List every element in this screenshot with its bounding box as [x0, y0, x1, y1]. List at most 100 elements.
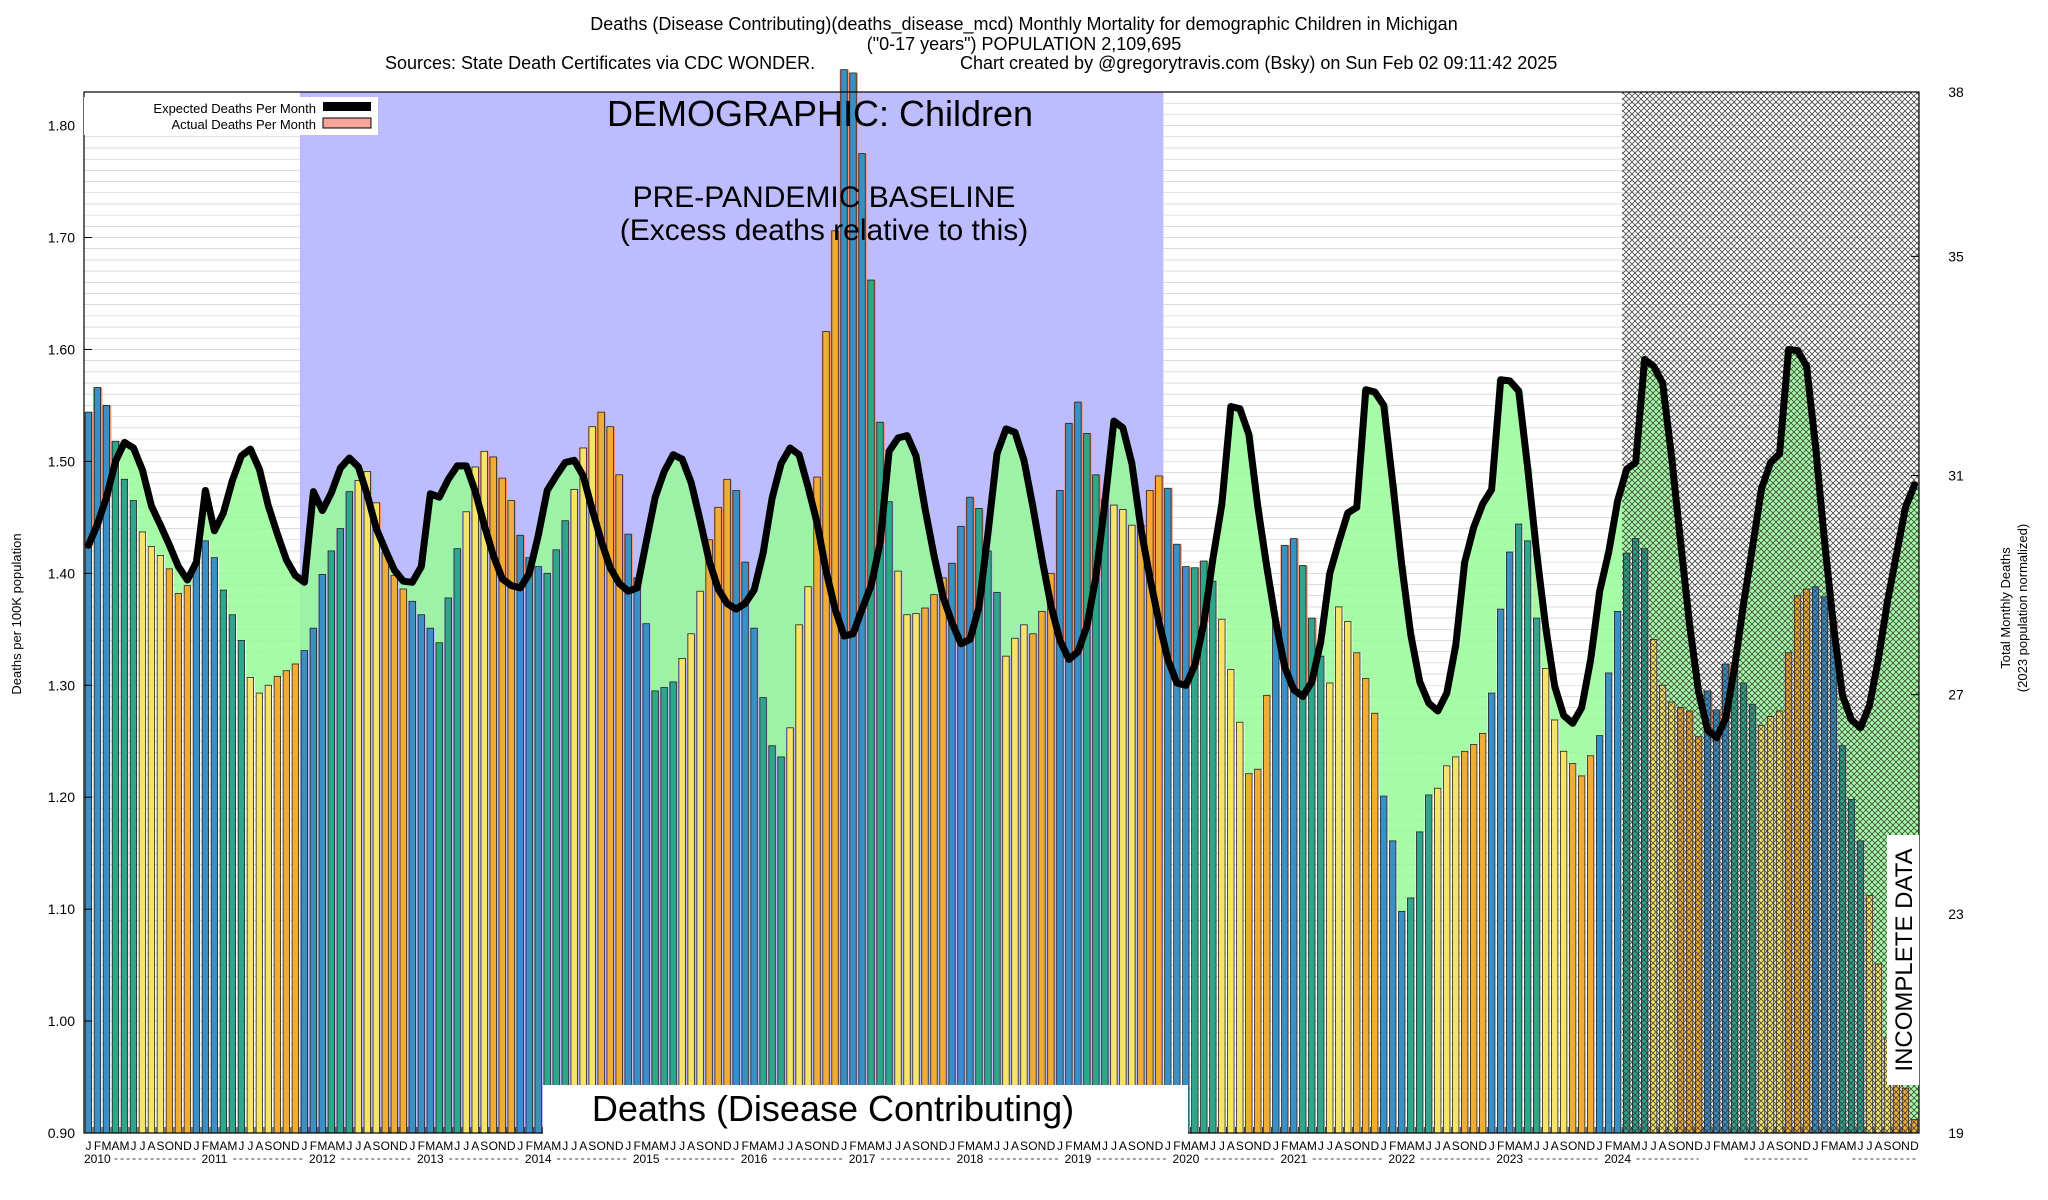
- month-label: J: [1489, 1139, 1495, 1153]
- month-label: A: [435, 1139, 443, 1153]
- month-label: M: [749, 1139, 759, 1153]
- actual-bar: [507, 500, 515, 1134]
- month-label: M: [1181, 1139, 1191, 1153]
- actual-bar: [579, 447, 587, 1134]
- deficit-area: [1244, 434, 1254, 774]
- actual-bar: [966, 496, 974, 1134]
- deficit-area: [299, 582, 310, 651]
- deficit-area: [1613, 500, 1623, 612]
- month-label: J: [1111, 1139, 1117, 1153]
- month-label: S: [1236, 1139, 1244, 1153]
- deficit-area: [992, 453, 1002, 593]
- actual-bar: [984, 550, 992, 1134]
- month-label: J: [1705, 1139, 1711, 1153]
- deficit-area: [911, 455, 921, 614]
- month-label: D: [399, 1139, 408, 1153]
- deficit-area: [1559, 715, 1569, 752]
- month-label: J: [247, 1139, 253, 1153]
- month-label: M: [425, 1139, 435, 1153]
- actual-bar: [552, 549, 560, 1134]
- deficit-area: [137, 470, 148, 532]
- month-label: O: [1568, 1139, 1577, 1153]
- actual-bar: [903, 614, 911, 1134]
- actual-bar: [291, 663, 299, 1134]
- y-right-tick-label: 31: [1948, 468, 1964, 484]
- year-label: 2015: [633, 1152, 660, 1166]
- actual-bar: [228, 614, 237, 1134]
- month-label: S: [1776, 1139, 1784, 1153]
- deficit-area: [1325, 573, 1335, 684]
- month-label: A: [975, 1139, 983, 1153]
- actual-bar: [363, 471, 371, 1134]
- actual-bar: [471, 466, 479, 1134]
- actual-bar: [1056, 490, 1064, 1134]
- incomplete-data-label: INCOMPLETE DATA: [1891, 848, 1918, 1071]
- month-label: J: [841, 1139, 847, 1153]
- month-label: J: [1003, 1139, 1009, 1153]
- month-label: M: [119, 1139, 129, 1153]
- actual-bar: [1263, 694, 1271, 1134]
- month-label: J: [562, 1139, 568, 1153]
- deficit-area: [1388, 483, 1398, 841]
- month-label: S: [264, 1139, 272, 1153]
- month-label: J: [1867, 1139, 1873, 1153]
- deficit-area: [1568, 723, 1578, 764]
- actual-bar: [372, 502, 380, 1134]
- month-label: M: [659, 1139, 669, 1153]
- deficit-area: [1604, 552, 1614, 673]
- month-label: N: [1793, 1139, 1802, 1153]
- actual-bar: [453, 548, 461, 1134]
- deficit-area: [677, 459, 688, 659]
- month-label: D: [1802, 1139, 1811, 1153]
- incomplete-hatch: [1622, 92, 1919, 1133]
- month-label: D: [1694, 1139, 1703, 1153]
- month-label: J: [85, 1139, 91, 1153]
- deficit-area: [1379, 405, 1389, 797]
- month-label: N: [930, 1139, 939, 1153]
- deficit-area: [1586, 659, 1596, 756]
- month-label: D: [831, 1139, 840, 1153]
- actual-bar: [1488, 692, 1496, 1134]
- deficit-area: [407, 582, 418, 602]
- deficit-area: [1523, 468, 1533, 541]
- deficit-area: [317, 510, 328, 575]
- month-label: O: [704, 1139, 713, 1153]
- month-label: S: [1020, 1139, 1028, 1153]
- actual-bar: [1164, 487, 1172, 1134]
- actual-bar: [1479, 732, 1487, 1134]
- actual-bar: [1029, 633, 1037, 1134]
- deficit-area: [1361, 389, 1371, 679]
- month-label: S: [696, 1139, 704, 1153]
- actual-bar: [813, 476, 821, 1134]
- deficit-area: [1496, 379, 1506, 610]
- deficit-area: [542, 490, 553, 574]
- month-label: J: [625, 1139, 631, 1153]
- actual-bar: [885, 501, 893, 1134]
- y-right-tick-label: 27: [1948, 687, 1964, 703]
- deficit-area: [1415, 681, 1425, 832]
- month-label: S: [372, 1139, 380, 1153]
- month-label: J: [1210, 1139, 1216, 1153]
- actual-bar: [561, 520, 569, 1134]
- month-label: F: [1497, 1139, 1504, 1153]
- deficit-area: [569, 460, 580, 490]
- actual-bar: [1173, 543, 1181, 1134]
- actual-bar: [786, 727, 794, 1134]
- legend-expected-swatch: [323, 102, 371, 111]
- month-label: D: [1478, 1139, 1487, 1153]
- deficit-area: [128, 447, 139, 501]
- actual-bar: [516, 534, 524, 1134]
- actual-bar: [444, 597, 452, 1134]
- deficit-area: [659, 471, 670, 688]
- month-label: J: [886, 1139, 892, 1153]
- bottom-label-box: [543, 1085, 1188, 1135]
- actual-bar: [651, 690, 659, 1134]
- actual-bar: [633, 577, 641, 1134]
- deficit-area: [119, 442, 130, 480]
- y-tick-label: 1.00: [48, 1013, 75, 1029]
- month-label: A: [1191, 1139, 1199, 1153]
- deficit-area: [776, 463, 787, 757]
- deficit-area: [227, 480, 238, 615]
- actual-bar: [1281, 544, 1289, 1134]
